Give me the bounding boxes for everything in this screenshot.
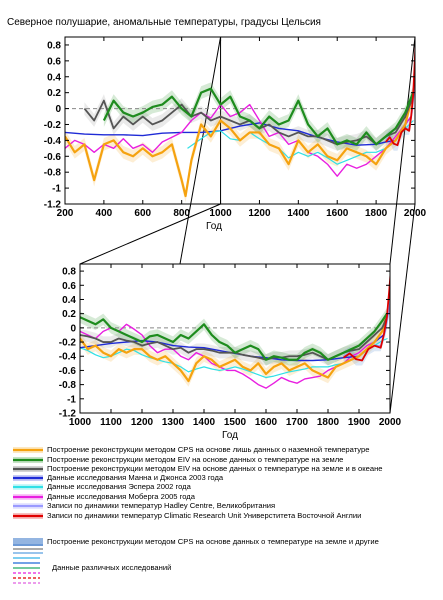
top-plot-frame xyxy=(64,36,416,205)
series-esper_2002 xyxy=(187,120,414,165)
legend-label-hadley: Записи по динамики температур Hadley Cen… xyxy=(47,501,275,510)
y-tick-label: 0.4 xyxy=(62,295,76,306)
chart-title: Северное полушарие, аномальные температу… xyxy=(7,17,321,28)
series-moberg_2005 xyxy=(65,103,412,177)
x-tick-label: 1000 xyxy=(69,417,92,428)
y-tick-label: 0.2 xyxy=(62,309,76,320)
x-tick-label: 400 xyxy=(96,208,113,219)
bottom-series xyxy=(80,268,390,389)
x-tick-label: 800 xyxy=(173,208,190,219)
top-panel: 0.8 0.6 0.4 0.2 0 -0.2 -0.4 -0.6 -0.8 -1 -1.2 200 4… xyxy=(44,36,427,232)
y-tick-label: -0.2 xyxy=(59,338,77,349)
zoom-connector-line xyxy=(389,203,416,414)
series-moberg_2005 xyxy=(80,323,384,389)
y-tick-label: 0.8 xyxy=(62,267,76,278)
y-tick-label: 0.6 xyxy=(47,56,61,67)
x-tick-label: 1300 xyxy=(162,417,185,428)
eiv_land-band xyxy=(103,82,414,151)
top-series xyxy=(65,37,415,198)
legend-swatch-hadley xyxy=(13,503,43,509)
hadley-band xyxy=(385,73,415,151)
zoom-connector-line xyxy=(179,36,222,265)
x-tick-label: 1800 xyxy=(317,417,340,428)
legend-swatch-mann_jones_2003 xyxy=(13,475,43,481)
series-cps_land xyxy=(65,92,415,198)
legend-swatch-eiv_land xyxy=(13,457,43,463)
bottom-x-ticks: 1000 1100 1200 1300 1400 1500 1600 1700 1800 1900… xyxy=(69,264,402,428)
bottom-uncertainty-bands xyxy=(80,296,390,387)
x-tick-label: 1100 xyxy=(100,417,122,428)
x-tick-label: 2000 xyxy=(404,208,427,219)
legend-label-cps_land: Построение реконструкции методом CPS на … xyxy=(47,445,369,454)
legend-swatch-esper_2002 xyxy=(13,484,43,490)
legend-label-moberg_2005: Данные исследования Моберга 2005 года xyxy=(47,492,196,501)
top-y-ticks: 0.8 0.6 0.4 0.2 0 -0.2 -0.4 -0.6 -0.8 -1 -1.2 xyxy=(44,40,415,211)
cps_land-band xyxy=(65,86,414,203)
legend-label-cru: Записи по динамики температур Climatic R… xyxy=(47,511,361,520)
legend-label-eiv_land_ocean: Построение реконструкции методом EIV на … xyxy=(47,464,383,473)
x-tick-label: 1000 xyxy=(209,208,232,219)
y-tick-label: -0.4 xyxy=(59,352,77,363)
eiv_land_ocean-band xyxy=(80,311,387,366)
y-tick-label: -0.8 xyxy=(59,380,77,391)
x-tick-label: 1800 xyxy=(365,208,388,219)
hadley-band xyxy=(343,296,390,366)
legend-swatch-misc xyxy=(13,557,40,584)
y-tick-label: 0 xyxy=(70,323,76,334)
bottom-x-axis-label: Год xyxy=(222,430,238,441)
x-tick-label: 200 xyxy=(57,208,74,219)
legend: Построение реконструкции методом CPS на … xyxy=(13,445,383,584)
legend-swatch-cps_band xyxy=(13,538,43,554)
legend-swatch-moberg_2005 xyxy=(13,494,43,500)
top-x-ticks: 200 400 600 800 1000 1200 1400 1600 1800 2000 xyxy=(57,37,427,219)
y-tick-label: 0.6 xyxy=(62,281,76,292)
series-eiv_land xyxy=(80,313,388,361)
x-tick-label: 1400 xyxy=(287,208,310,219)
x-tick-label: 600 xyxy=(134,208,151,219)
zoom-connector-line xyxy=(79,203,221,265)
y-tick-label: -0.6 xyxy=(44,152,62,163)
legend-label-misc: Данные различных исследований xyxy=(52,563,171,572)
y-tick-label: -1 xyxy=(67,394,76,405)
legend-label-eiv_land: Построение реконструкции методом EIV на … xyxy=(47,455,343,464)
bottom-y-ticks: 0.8 0.6 0.4 0.2 0 -0.2 -0.4 -0.6 -0.8 -1 -1.2 xyxy=(59,267,390,420)
series-cru xyxy=(342,268,390,362)
y-tick-label: 0.8 xyxy=(47,40,61,51)
y-tick-label: 0 xyxy=(55,104,61,115)
y-tick-label: -0.2 xyxy=(44,120,62,131)
x-tick-label: 1900 xyxy=(348,417,371,428)
x-tick-label: 1600 xyxy=(255,417,278,428)
y-tick-label: -0.6 xyxy=(59,366,77,377)
y-tick-label: -1 xyxy=(52,184,61,195)
legend-label-cps_band: Построение реконструкции методом CPS на … xyxy=(47,537,379,546)
series-cru xyxy=(385,37,415,147)
legend-swatch-eiv_land_ocean xyxy=(13,466,43,472)
y-tick-label: 0.2 xyxy=(47,88,61,99)
x-tick-label: 1200 xyxy=(248,208,271,219)
x-tick-label: 1500 xyxy=(224,417,247,428)
top-uncertainty-bands xyxy=(65,73,415,203)
series-cps_land xyxy=(80,313,388,383)
legend-swatch-cps_land xyxy=(13,447,43,453)
top-x-axis-label: Год xyxy=(206,221,222,232)
y-tick-label: -0.4 xyxy=(44,136,62,147)
y-tick-label: 0.4 xyxy=(47,72,61,83)
y-tick-label: -1.2 xyxy=(44,200,62,211)
y-tick-label: -1.2 xyxy=(59,409,77,420)
legend-label-mann_jones_2003: Данные исследования Манна и Джонса 2003 … xyxy=(47,473,224,482)
legend-label-esper_2002: Данные исследования Эспера 2002 года xyxy=(47,482,192,491)
zoom-connector-line xyxy=(389,36,416,265)
x-tick-label: 1200 xyxy=(131,417,154,428)
series-mann_jones_2003 xyxy=(65,116,412,146)
y-tick-label: -0.8 xyxy=(44,168,62,179)
x-tick-label: 1400 xyxy=(193,417,216,428)
legend-swatch-cru xyxy=(13,513,43,519)
x-tick-label: 1600 xyxy=(326,208,349,219)
series-eiv_land xyxy=(102,87,415,146)
bottom-panel: 0.8 0.6 0.4 0.2 0 -0.2 -0.4 -0.6 -0.8 -1 -1.2 1000… xyxy=(59,263,402,441)
x-tick-label: 1700 xyxy=(286,417,309,428)
x-tick-label: 2000 xyxy=(379,417,402,428)
